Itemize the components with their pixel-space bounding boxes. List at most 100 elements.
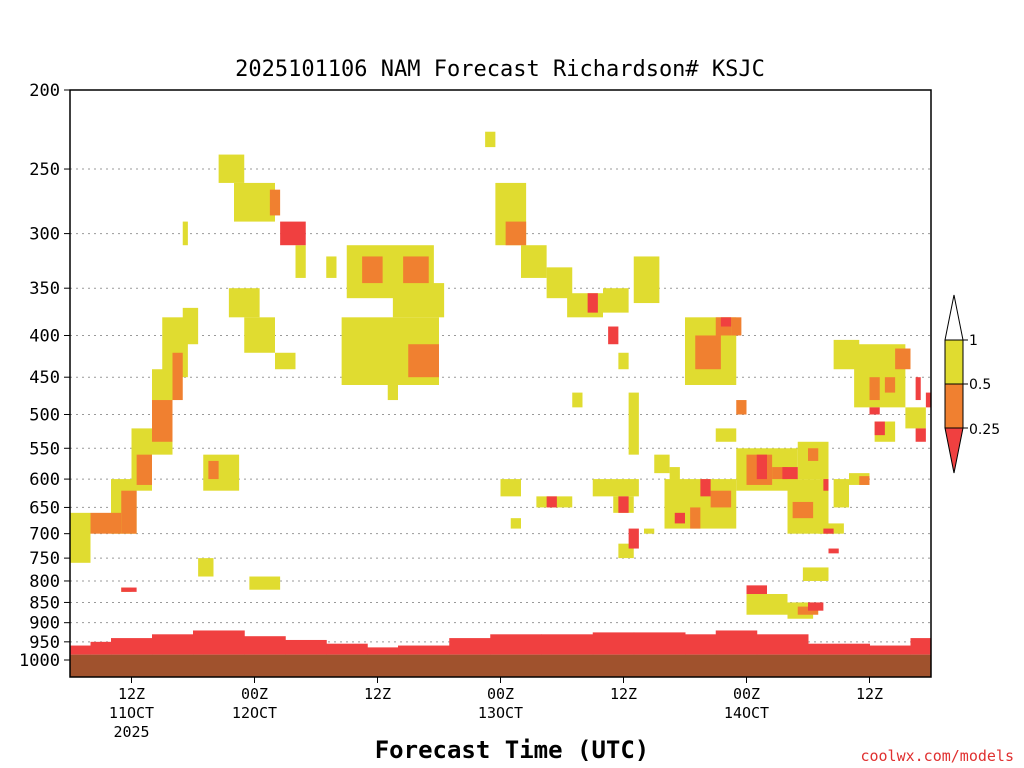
- richardson-blobs: [70, 131, 931, 619]
- ri-cell-o: [90, 512, 122, 534]
- ri-cell-y: [833, 479, 849, 508]
- ri-cell-r: [823, 479, 829, 491]
- ri-cell-y: [326, 256, 337, 278]
- ri-cell-y: [654, 454, 670, 474]
- ri-surface-layer: [193, 630, 245, 655]
- ri-cell-o: [136, 454, 152, 485]
- plot-area: [69, 89, 932, 678]
- ri-cell-y: [244, 317, 275, 353]
- y-tick-label: 700: [29, 525, 60, 545]
- ri-cell-r: [674, 512, 685, 524]
- ri-cell-r: [280, 221, 306, 246]
- y-tick-label: 650: [29, 498, 60, 518]
- ri-surface-layer: [490, 634, 542, 655]
- ri-cell-o: [869, 377, 880, 401]
- ri-cell-o: [808, 448, 819, 461]
- colorbar-bottom-arrow: [944, 427, 964, 474]
- ri-cell-o: [152, 400, 173, 442]
- ri-cell-y: [392, 283, 445, 318]
- x-tick-label: 00Z: [487, 685, 514, 703]
- ri-cell-y: [70, 512, 91, 563]
- ri-surface-layer: [70, 645, 91, 655]
- ri-cell-y: [275, 352, 296, 370]
- ri-cell-o: [792, 501, 814, 519]
- ri-cell-y: [746, 594, 788, 615]
- y-tick-label: 750: [29, 549, 60, 569]
- y-tick-label: 200: [29, 81, 60, 101]
- y-tick-label: 450: [29, 368, 60, 388]
- ri-cell-y: [818, 523, 844, 534]
- ri-cell-r: [915, 428, 926, 442]
- ri-surface-layer: [398, 645, 450, 655]
- ri-cell-r: [925, 392, 931, 408]
- ri-cell-y: [905, 407, 926, 429]
- x-tick-label: 00Z: [241, 685, 268, 703]
- y-tick-label: 500: [29, 406, 60, 426]
- ri-cell-o: [408, 344, 439, 378]
- y-axis: 200 250 300 350 400 450 500 550 600 650 700 750 8008…: [19, 81, 70, 671]
- ri-cell-y: [218, 154, 245, 183]
- ri-surface-layer: [869, 645, 911, 655]
- y-tick-label: 950: [29, 633, 60, 653]
- ri-cell-o: [884, 377, 896, 393]
- ri-surface-layer: [90, 641, 112, 655]
- y-tick-label: 300: [29, 225, 60, 245]
- x-axis-label: Forecast Time (UTC): [375, 736, 650, 764]
- ri-cell-y: [802, 567, 829, 581]
- ri-cell-r: [782, 467, 798, 480]
- ri-cell-o: [731, 317, 742, 336]
- ri-cell-y: [715, 428, 737, 442]
- ri-cell-r: [618, 496, 629, 513]
- ri-cell-y: [644, 528, 655, 534]
- ri-surface-layer: [367, 647, 399, 655]
- ri-cell-o: [269, 189, 281, 216]
- ri-surface-layer: [111, 638, 153, 655]
- x-tick-label: 12Z: [364, 685, 391, 703]
- ri-cell-o: [362, 256, 383, 284]
- y-tick-label: 350: [29, 279, 60, 299]
- ri-surface-layer: [592, 632, 635, 655]
- ri-surface-layer: [685, 634, 717, 655]
- ri-cell-y: [546, 267, 573, 299]
- ri-cell-r: [808, 602, 824, 611]
- colorbar-label-1: 1: [969, 333, 978, 349]
- ri-cell-y: [633, 256, 660, 304]
- colorbar-label-025: 0.25: [969, 422, 1000, 438]
- ri-cell-y: [618, 352, 629, 370]
- ri-cell-r: [720, 317, 732, 327]
- ri-cell-y: [510, 518, 521, 529]
- ri-cell-r: [746, 585, 767, 595]
- ri-cell-y: [249, 576, 281, 590]
- x-tick-label: 00Z: [733, 685, 760, 703]
- ri-cell-r: [823, 528, 834, 534]
- x-tick-label: 12Z: [118, 685, 145, 703]
- ri-surface-layer: [326, 643, 368, 655]
- ri-cell-o: [859, 476, 870, 485]
- ri-surface-layer: [808, 643, 870, 655]
- ri-cell-r: [915, 377, 921, 401]
- ri-cell-o: [710, 490, 732, 508]
- ri-cell-y: [485, 131, 496, 148]
- ri-cell-o: [121, 490, 137, 534]
- ri-surface-layer: [244, 636, 286, 655]
- boundary-layer-red: [70, 630, 932, 655]
- colorbar-label-05: 0.5: [969, 377, 991, 393]
- credit-text: coolwx.com/models: [860, 747, 1014, 765]
- ri-surface-layer: [633, 632, 686, 655]
- colorbar-segment-yellow: [944, 339, 964, 385]
- x-tick-label: 13OCT: [478, 704, 523, 722]
- ri-cell-y: [234, 182, 275, 222]
- ri-cell-y: [592, 479, 639, 497]
- ri-cell-y: [198, 558, 214, 577]
- ri-surface-layer: [541, 634, 594, 655]
- y-tick-label: 550: [29, 439, 60, 459]
- ri-cell-o: [403, 256, 429, 284]
- ri-cell-y: [182, 221, 188, 246]
- ri-cell-o: [172, 352, 183, 401]
- ri-cell-r: [756, 454, 767, 480]
- y-tick-label: 1000: [19, 651, 60, 671]
- x-tick-label: 12Z: [856, 685, 883, 703]
- ri-cell-o: [895, 348, 911, 370]
- ri-cell-y: [628, 392, 639, 455]
